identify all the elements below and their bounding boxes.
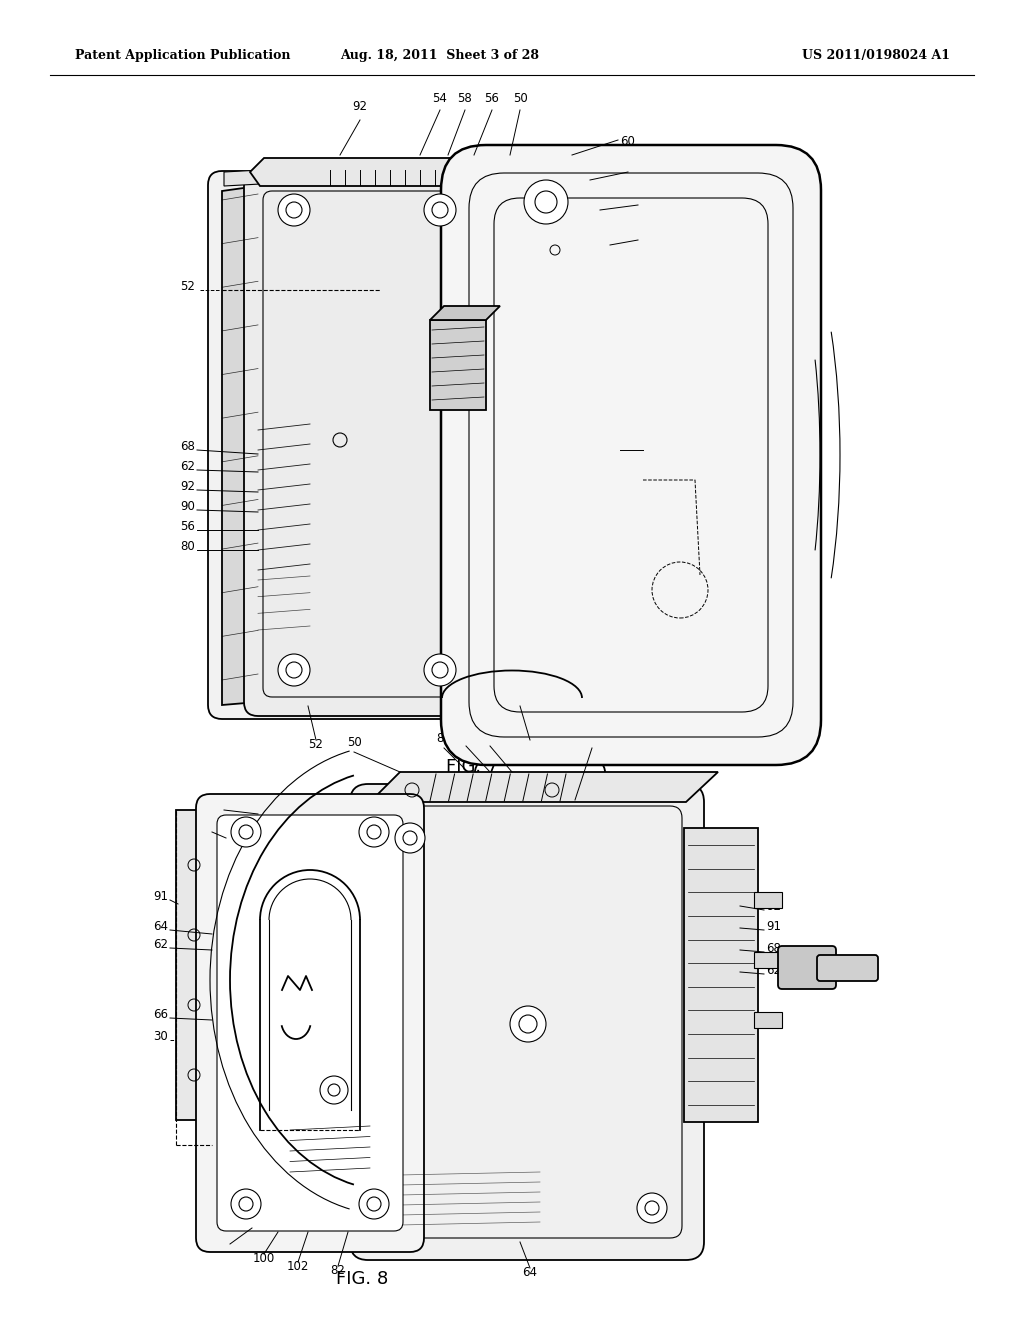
Text: 64: 64	[522, 1266, 538, 1279]
Circle shape	[231, 817, 261, 847]
Text: 56: 56	[484, 92, 500, 106]
Text: FIG. 7: FIG. 7	[445, 758, 499, 776]
FancyBboxPatch shape	[817, 954, 878, 981]
Polygon shape	[476, 172, 548, 220]
FancyBboxPatch shape	[196, 795, 424, 1251]
Text: 50: 50	[513, 92, 527, 106]
Polygon shape	[370, 772, 718, 803]
FancyBboxPatch shape	[684, 828, 758, 1122]
Text: Patent Application Publication: Patent Application Publication	[75, 49, 291, 62]
Text: 82: 82	[331, 1265, 345, 1276]
Polygon shape	[430, 319, 486, 411]
Text: 92: 92	[180, 480, 195, 492]
Text: 91: 91	[153, 890, 168, 903]
Text: 54: 54	[432, 92, 447, 106]
Circle shape	[424, 194, 456, 226]
Text: 64: 64	[522, 738, 538, 751]
Text: 62: 62	[640, 195, 655, 209]
Text: 54: 54	[207, 800, 222, 813]
Text: 102: 102	[287, 1261, 309, 1272]
Text: 40: 40	[645, 470, 659, 483]
Polygon shape	[224, 158, 480, 186]
Text: 34: 34	[630, 162, 645, 176]
Circle shape	[231, 1189, 261, 1218]
Polygon shape	[222, 186, 258, 705]
Polygon shape	[250, 158, 490, 186]
FancyBboxPatch shape	[350, 784, 705, 1261]
Text: 80: 80	[436, 733, 452, 744]
Text: 60: 60	[620, 135, 635, 148]
Text: 66: 66	[153, 1008, 168, 1020]
Circle shape	[637, 1193, 667, 1224]
Circle shape	[359, 817, 389, 847]
Text: 52: 52	[308, 738, 324, 751]
Bar	[754, 952, 782, 968]
Text: 52: 52	[180, 280, 195, 293]
Text: 60: 60	[196, 822, 210, 836]
Text: 30: 30	[154, 1030, 168, 1043]
Text: FIG. 8: FIG. 8	[336, 1270, 388, 1288]
Text: 68: 68	[766, 942, 781, 954]
Text: 100: 100	[253, 1251, 275, 1265]
Circle shape	[319, 1076, 348, 1104]
FancyBboxPatch shape	[441, 145, 821, 766]
Circle shape	[359, 1189, 389, 1218]
Text: 104: 104	[219, 1242, 242, 1255]
Text: 80: 80	[180, 540, 195, 553]
Circle shape	[278, 653, 310, 686]
Text: 92: 92	[352, 100, 368, 114]
FancyBboxPatch shape	[217, 814, 403, 1232]
Text: 92: 92	[766, 900, 781, 913]
FancyBboxPatch shape	[208, 172, 454, 719]
Text: 90: 90	[180, 500, 195, 513]
Bar	[176, 810, 212, 1119]
Text: 102: 102	[594, 738, 616, 751]
Text: 91: 91	[766, 920, 781, 933]
FancyBboxPatch shape	[244, 172, 490, 715]
Bar	[754, 892, 782, 908]
Text: 30: 30	[640, 230, 654, 243]
Circle shape	[278, 194, 310, 226]
Circle shape	[510, 1006, 546, 1041]
Text: 91: 91	[459, 730, 473, 743]
Circle shape	[395, 822, 425, 853]
Text: Aug. 18, 2011  Sheet 3 of 28: Aug. 18, 2011 Sheet 3 of 28	[341, 49, 540, 62]
Text: 90: 90	[482, 730, 498, 743]
Text: 36: 36	[645, 440, 659, 453]
Text: 64: 64	[153, 920, 168, 933]
Polygon shape	[430, 306, 500, 319]
Text: 62: 62	[153, 939, 168, 950]
Text: 50: 50	[347, 737, 361, 748]
FancyBboxPatch shape	[778, 946, 836, 989]
Text: US 2011/0198024 A1: US 2011/0198024 A1	[802, 49, 950, 62]
Circle shape	[524, 180, 568, 224]
Text: 62: 62	[180, 459, 195, 473]
Text: 62: 62	[766, 964, 781, 977]
Text: 58: 58	[458, 92, 472, 106]
Circle shape	[424, 653, 456, 686]
Bar	[754, 1012, 782, 1028]
Text: 68: 68	[180, 440, 195, 453]
Text: 56: 56	[180, 520, 195, 533]
